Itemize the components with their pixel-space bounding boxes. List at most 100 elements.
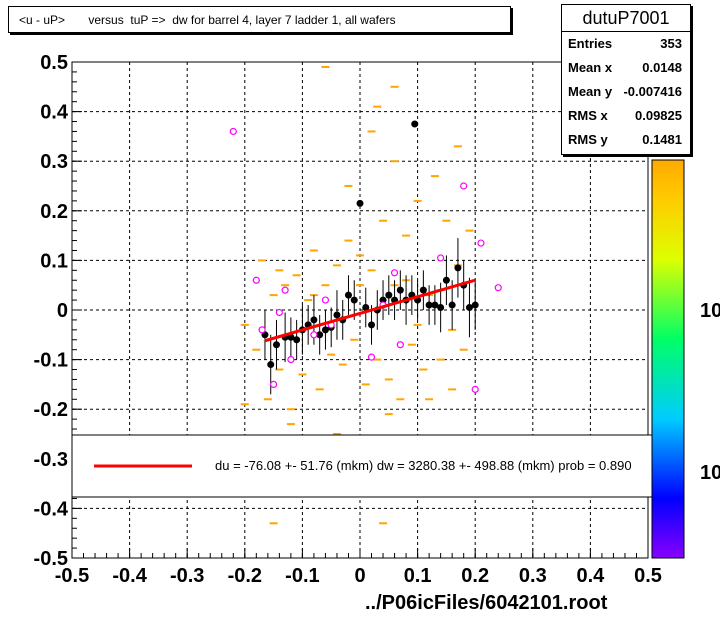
stats-value: 353: [660, 36, 682, 51]
hist-bin: [413, 199, 422, 202]
stats-row-rms-y: RMS y 0.1481: [562, 128, 690, 152]
open-data-point: [229, 127, 237, 136]
stats-label: RMS y: [568, 132, 608, 147]
hist-bin: [367, 130, 376, 133]
hist-bin: [252, 348, 261, 351]
x-tick-label: 0.3: [519, 565, 547, 587]
hist-bin: [442, 219, 451, 222]
data-point: [293, 336, 301, 344]
open-data-point: [460, 182, 468, 190]
open-data-point: [367, 353, 376, 361]
stats-value: 0.1481: [642, 132, 682, 147]
hist-bin: [350, 338, 359, 341]
y-tick-label: -0.1: [34, 350, 68, 372]
stats-box: dutuP7001 Entries 353 Mean x 0.0148 Mean y…: [561, 4, 691, 155]
hist-bin: [396, 398, 405, 401]
file-path-label: ../P06icFiles/6042101.root: [365, 592, 608, 614]
stats-value: -0.007416: [623, 84, 682, 99]
data-point: [333, 311, 341, 319]
hist-bin: [413, 323, 422, 326]
data-point: [379, 296, 387, 304]
hist-bin: [344, 239, 353, 242]
fit-line-segment: [264, 278, 476, 343]
stats-label: RMS x: [568, 108, 608, 123]
data-point: [267, 361, 275, 369]
data-point: [431, 301, 439, 309]
data-point: [287, 333, 295, 341]
hist-bin: [286, 423, 295, 426]
hist-bin: [275, 269, 284, 272]
y-tick-label: -0.3: [34, 449, 68, 471]
y-tick-label: 0.3: [40, 151, 68, 173]
hist-bin: [321, 284, 330, 287]
hist-bin: [309, 249, 318, 252]
x-tick-label: -0.3: [170, 565, 204, 587]
hist-bin: [459, 348, 468, 351]
hist-bin: [321, 65, 330, 68]
stats-label: Mean x: [568, 60, 613, 75]
hist-bin: [298, 373, 307, 376]
hist-bin: [436, 358, 445, 361]
stats-row-mean-x: Mean x 0.0148: [562, 56, 690, 80]
open-data-point: [321, 296, 330, 304]
data-point: [448, 301, 456, 309]
color-palette: [651, 159, 685, 559]
hist-bin: [240, 323, 249, 326]
profile-points: [261, 120, 479, 369]
data-point: [362, 304, 370, 312]
open-data-point: [270, 380, 278, 388]
hist-bin: [286, 408, 295, 411]
hist-bin: [379, 522, 388, 525]
hist-bin: [407, 343, 416, 346]
x-tick-label: 0: [354, 565, 365, 587]
data-point: [368, 321, 376, 329]
data-point: [310, 316, 318, 324]
data-point: [321, 326, 329, 334]
data-point: [411, 120, 419, 128]
x-tick-label: -0.4: [112, 565, 147, 587]
open-points: [229, 127, 502, 393]
hist-bin: [465, 229, 474, 232]
hist-bin: [281, 284, 290, 287]
hist-bin: [356, 254, 364, 257]
palette-label: 10: [700, 462, 720, 484]
hist-bin: [356, 284, 364, 287]
data-point: [419, 286, 427, 294]
hist-bin: [332, 433, 341, 435]
y-tick-label: 0.5: [40, 52, 68, 74]
hist-bin: [373, 105, 382, 108]
open-data-point: [437, 254, 445, 262]
data-point: [356, 199, 364, 207]
open-data-point: [477, 239, 485, 247]
data-point: [471, 301, 479, 309]
stats-row-rms-x: RMS x 0.09825: [562, 104, 690, 128]
data-point: [396, 286, 404, 294]
hist-bin: [240, 403, 249, 406]
stats-value: 0.0148: [642, 60, 682, 75]
hist-bin: [269, 522, 278, 525]
hist-bin: [384, 413, 393, 416]
data-point: [344, 291, 352, 299]
legend-box: du = -76.08 +- 51.76 (mkm) dw = 3280.38 …: [71, 434, 653, 498]
stats-row-mean-y: Mean y -0.007416: [562, 80, 690, 104]
fit-line: [264, 278, 476, 343]
open-data-point: [252, 276, 260, 284]
x-tick-label: -0.2: [228, 565, 262, 587]
legend-text: du = -76.08 +- 51.76 (mkm) dw = 3280.38 …: [215, 458, 632, 473]
hist-bin: [263, 398, 272, 401]
hist-bin: [448, 388, 457, 391]
open-data-point: [310, 331, 318, 339]
data-point: [385, 291, 393, 299]
y-tick-label: 0.2: [40, 201, 68, 223]
stats-label: Mean y: [568, 84, 613, 99]
hist-bin: [258, 259, 267, 262]
hist-bin: [390, 85, 399, 88]
data-point: [437, 304, 445, 312]
open-data-point: [471, 385, 479, 393]
plot-title: <u - uP> versus tuP => dw for barrel 4, …: [8, 6, 511, 33]
stats-value: 0.09825: [635, 108, 682, 123]
hist-bin: [402, 234, 411, 237]
x-tick-label: 0.2: [461, 565, 489, 587]
hist-bin: [269, 294, 278, 297]
